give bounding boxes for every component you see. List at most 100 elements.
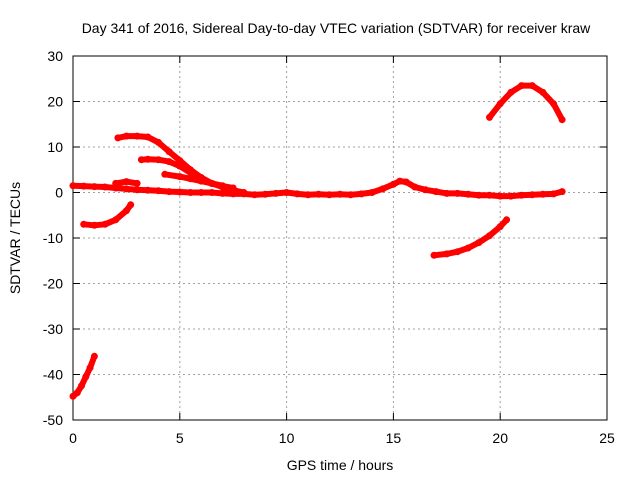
data-point (127, 201, 135, 209)
data-point (69, 182, 77, 190)
data-point (165, 158, 173, 166)
data-point (229, 184, 237, 192)
data-point (137, 156, 145, 164)
y-tick-label: 30 (47, 48, 63, 64)
data-point (443, 250, 451, 258)
data-point (558, 188, 566, 196)
data-point (421, 186, 429, 194)
x-tick-label: 5 (176, 430, 184, 446)
x-tick-label: 15 (386, 430, 402, 446)
data-point (187, 175, 194, 183)
data-point (347, 191, 355, 199)
data-point (122, 132, 130, 140)
data-point (336, 190, 344, 198)
data-point (114, 134, 122, 142)
data-point (518, 191, 526, 199)
data-point (161, 170, 169, 178)
y-tick-label: -40 (43, 367, 63, 383)
data-point (261, 190, 269, 198)
data-point (154, 138, 162, 146)
series-layer (69, 82, 566, 400)
y-tick-label: -50 (43, 412, 63, 428)
data-point (475, 191, 483, 199)
data-point (154, 156, 162, 164)
data-point (464, 190, 472, 198)
data-point (558, 116, 566, 124)
data-point (133, 179, 141, 187)
data-point (176, 188, 184, 196)
data-point (73, 389, 81, 397)
series-arc-20-24 (486, 82, 566, 124)
data-point (197, 189, 205, 196)
data-point (443, 189, 451, 197)
data-point (357, 190, 365, 198)
series-arc-17-neg14 (430, 216, 511, 259)
data-point (454, 189, 461, 197)
x-tick-label: 10 (279, 430, 295, 446)
data-point (379, 185, 387, 193)
data-point (496, 100, 504, 108)
series-main-cluster (69, 177, 566, 200)
data-point (122, 207, 130, 215)
data-point (176, 173, 184, 181)
data-point (503, 216, 511, 224)
grid-lines (73, 56, 607, 420)
x-tick-label: 25 (599, 430, 615, 446)
data-point (518, 82, 526, 90)
data-point (187, 189, 194, 196)
data-point (112, 216, 120, 224)
x-axis-label: GPS time / hours (287, 457, 394, 473)
data-point (496, 192, 504, 200)
data-point (165, 188, 173, 196)
y-tick-label: -10 (43, 230, 63, 246)
chart-title: Day 341 of 2016, Sidereal Day-to-day VTE… (82, 20, 591, 36)
data-point (411, 183, 419, 191)
series-arc-2-2 (112, 178, 141, 187)
data-point (187, 169, 194, 177)
data-point (432, 188, 440, 196)
x-tick-label: 0 (69, 430, 77, 446)
data-point (454, 248, 461, 256)
data-point (144, 186, 152, 194)
data-point (144, 155, 152, 163)
data-point (464, 244, 472, 252)
series-arc-0-neg7 (80, 201, 135, 229)
data-point (122, 185, 130, 193)
data-point (219, 189, 226, 197)
data-point (486, 232, 493, 240)
data-point (90, 183, 98, 191)
data-point (80, 220, 88, 228)
x-tick-label: 20 (492, 430, 508, 446)
data-point (90, 352, 98, 360)
data-point (486, 113, 493, 121)
data-point (122, 178, 130, 186)
data-point (208, 179, 216, 187)
data-point (133, 186, 141, 194)
axis-ticks: 0 5 10 15 20 25 -50 -40 -30 -20 -10 0 10 20 30 (43, 48, 615, 446)
y-tick-label: 0 (55, 185, 63, 201)
data-point (496, 223, 504, 231)
data-point (430, 251, 438, 259)
data-point (402, 178, 410, 186)
data-point (486, 191, 493, 199)
data-point (78, 382, 85, 390)
data-point (475, 239, 483, 247)
y-tick-label: 10 (47, 139, 63, 155)
y-axis-label: SDTVAR / TECUs (7, 182, 23, 294)
data-point (197, 177, 205, 185)
data-point (112, 179, 120, 187)
data-point (396, 177, 404, 185)
data-point (507, 88, 515, 96)
series-arc-0-neg44 (69, 352, 98, 400)
data-point (272, 189, 280, 197)
data-point (550, 100, 558, 108)
data-point (283, 189, 291, 196)
data-point (176, 162, 184, 170)
y-tick-label: -30 (43, 321, 63, 337)
data-point (304, 191, 312, 199)
data-point (240, 189, 248, 196)
data-point (154, 187, 162, 195)
y-tick-label: -20 (43, 276, 63, 292)
data-point (507, 192, 515, 200)
